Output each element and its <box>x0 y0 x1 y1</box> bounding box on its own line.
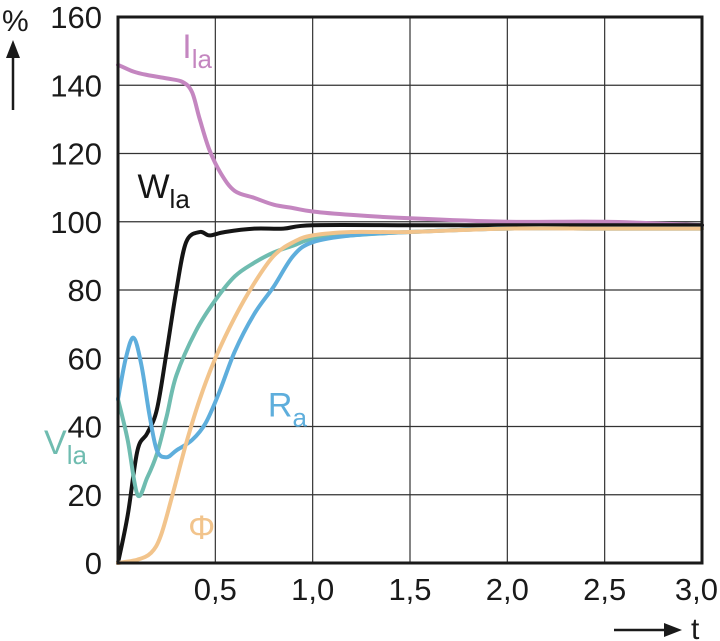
y-tick-label: 140 <box>50 68 102 103</box>
series-label: Ila <box>182 28 212 74</box>
series-lines <box>116 62 704 565</box>
series-label: Φ <box>188 509 215 547</box>
x-axis-label: t <box>691 613 700 641</box>
grid-lines <box>118 17 702 563</box>
y-axis-arrow-icon <box>6 40 20 110</box>
series-line <box>116 226 704 565</box>
series-line <box>116 222 704 565</box>
series-label: Wla <box>137 168 190 214</box>
series-label: Ra <box>268 386 308 432</box>
x-tick-label: 0,5 <box>194 572 237 607</box>
x-tick-label: 3,0 <box>675 572 718 607</box>
y-tick-label: 120 <box>50 137 102 172</box>
y-tick-label: 20 <box>68 478 102 513</box>
y-tick-label: 40 <box>68 410 102 445</box>
series-label: Vla <box>44 424 87 470</box>
y-axis-label: % <box>2 5 29 38</box>
y-tick-label: 60 <box>68 341 102 376</box>
tick-labels: 0 20 40 60 80 100 120 140 160 0,5 1,0 1,5 2,0 2,5 3,0 <box>50 0 718 607</box>
x-tick-label: 1,0 <box>291 572 334 607</box>
x-tick-label: 2,5 <box>583 572 626 607</box>
y-tick-label: 160 <box>50 0 102 35</box>
series-labels: Ila Wla Vla Ra Φ <box>44 28 307 547</box>
y-tick-label: 0 <box>85 546 102 581</box>
plot-frame <box>116 15 704 565</box>
y-tick-label: 80 <box>68 273 102 308</box>
y-tick-label: 100 <box>50 205 102 240</box>
series-line <box>116 62 704 228</box>
x-axis-arrow-icon <box>614 623 682 637</box>
x-tick-label: 2,0 <box>486 572 529 607</box>
x-tick-label: 1,5 <box>388 572 431 607</box>
